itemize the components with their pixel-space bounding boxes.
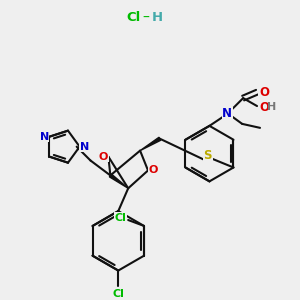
Text: H: H [267, 102, 276, 112]
Polygon shape [109, 174, 128, 188]
Text: Cl: Cl [114, 213, 126, 223]
Text: O: O [259, 100, 269, 113]
Text: Cl: Cl [126, 11, 140, 24]
Text: N: N [80, 142, 89, 152]
Text: O: O [148, 166, 158, 176]
Polygon shape [140, 137, 161, 151]
Text: S: S [203, 149, 212, 162]
Text: O: O [259, 86, 269, 99]
Text: –: – [142, 11, 149, 25]
Text: O: O [99, 152, 108, 162]
Text: N: N [40, 132, 49, 142]
Text: Cl: Cl [112, 289, 124, 299]
Text: N: N [222, 107, 232, 121]
Text: H: H [152, 11, 163, 24]
